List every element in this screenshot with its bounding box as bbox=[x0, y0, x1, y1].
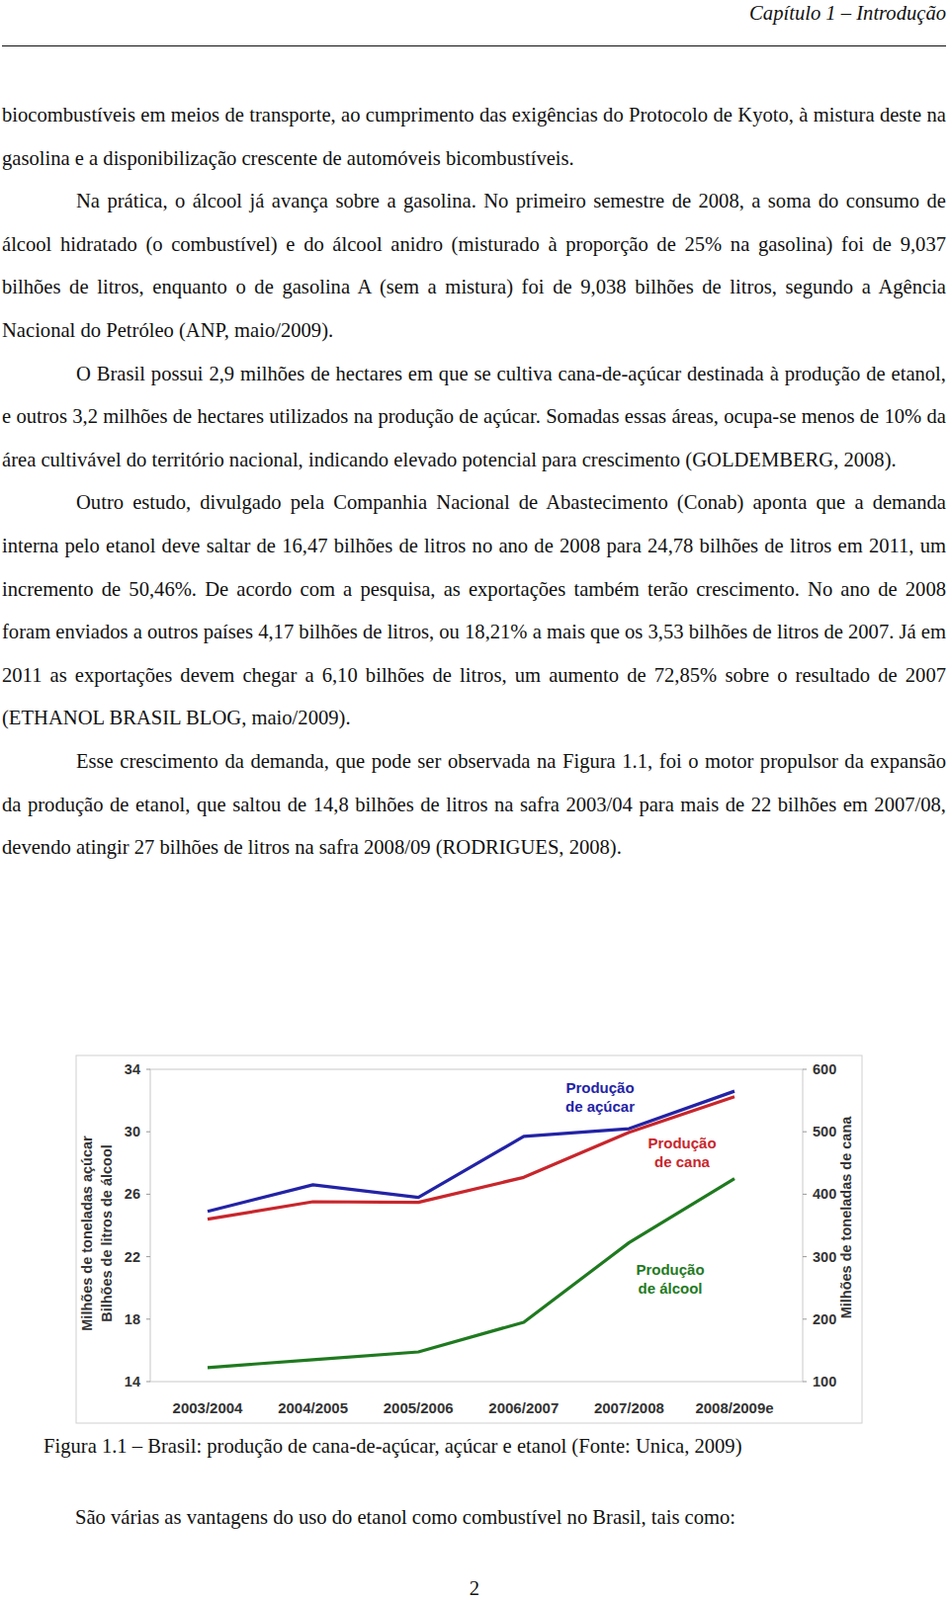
tick-label: 200 bbox=[812, 1311, 837, 1328]
y2-tick bbox=[802, 1069, 807, 1071]
y2-tick bbox=[802, 1318, 807, 1320]
category-label: 2005/2006 bbox=[383, 1399, 454, 1417]
y-tick bbox=[146, 1194, 151, 1196]
y-tick bbox=[146, 1069, 151, 1071]
y-tick bbox=[146, 1318, 151, 1320]
series-line bbox=[207, 1091, 735, 1212]
tick-label: 14 bbox=[124, 1374, 141, 1390]
tick-label: 300 bbox=[812, 1249, 837, 1266]
tick-label: 500 bbox=[812, 1123, 837, 1140]
paragraph: Outro estudo, divulgado pela Companhia N… bbox=[1, 481, 947, 741]
paragraph: O Brasil possui 2,9 milhões de hectares … bbox=[1, 352, 947, 483]
tick-label: 400 bbox=[812, 1186, 837, 1203]
page-number: 2 bbox=[0, 1575, 949, 1600]
chart: 14 18 22 26 30 34 100 200 300 400 500 600 2003/2004 2… bbox=[0, 0, 949, 1600]
series-label: Produçãode açúcar bbox=[565, 1079, 635, 1116]
tick-label: 100 bbox=[812, 1374, 837, 1390]
series-label: Produçãode cana bbox=[647, 1134, 716, 1171]
closing-sentence: São várias as vantagens do uso do etanol… bbox=[75, 1503, 736, 1532]
header-rule bbox=[1, 45, 947, 47]
y-axis-title: Milhões de toneladas açúcar bbox=[79, 1135, 95, 1332]
tick-label: 22 bbox=[124, 1249, 141, 1266]
category-label: 2007/2008 bbox=[594, 1399, 665, 1417]
y2-tick bbox=[802, 1381, 807, 1383]
y-tick bbox=[146, 1256, 151, 1258]
paragraph: biocombustíveis em meios de transporte, … bbox=[1, 93, 947, 180]
category-label: 2008/2009e bbox=[694, 1399, 774, 1417]
category-label: 2004/2005 bbox=[277, 1399, 348, 1417]
category-label: 2003/2004 bbox=[172, 1399, 245, 1417]
series-label: Produçãode álcool bbox=[635, 1261, 704, 1297]
y2-tick bbox=[802, 1131, 807, 1133]
category-label: 2006/2007 bbox=[488, 1399, 559, 1417]
y2-axis-title: Milhões de toneladas de cana bbox=[838, 1116, 855, 1320]
paragraph: Na prática, o álcool já avança sobre a g… bbox=[1, 179, 947, 352]
plot-frame bbox=[150, 1069, 803, 1382]
y2-tick bbox=[802, 1194, 807, 1196]
body-text: biocombustíveis em meios de transporte, … bbox=[1, 93, 947, 870]
y2-tick bbox=[802, 1256, 807, 1258]
series-group bbox=[207, 1091, 735, 1369]
series-line bbox=[207, 1097, 735, 1220]
tick-label: 30 bbox=[124, 1123, 141, 1140]
y-tick bbox=[146, 1131, 151, 1133]
tick-label: 26 bbox=[124, 1186, 141, 1203]
tick-label: 600 bbox=[812, 1061, 837, 1078]
tick-label: 18 bbox=[124, 1311, 141, 1328]
y-tick bbox=[146, 1381, 151, 1383]
running-header: Capítulo 1 – Introdução bbox=[749, 0, 947, 26]
chart-frame bbox=[76, 1055, 863, 1424]
figure-caption: Figura 1.1 – Brasil: produção de cana-de… bbox=[43, 1432, 743, 1461]
paragraph: Esse crescimento da demanda, que pode se… bbox=[1, 740, 947, 870]
series-line bbox=[207, 1179, 735, 1369]
tick-label: 34 bbox=[124, 1061, 141, 1078]
y-axis-title: Bilhões de litros de álcool bbox=[98, 1144, 115, 1323]
